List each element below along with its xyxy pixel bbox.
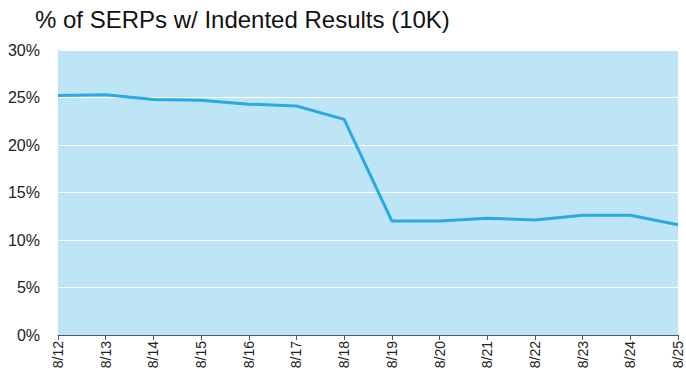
svg-text:8/18: 8/18 — [336, 341, 352, 368]
svg-text:25%: 25% — [8, 89, 40, 106]
svg-text:% of SERPs w/ Indented Results: % of SERPs w/ Indented Results (10K) — [35, 6, 450, 33]
svg-text:8/17: 8/17 — [288, 341, 304, 368]
svg-text:30%: 30% — [8, 42, 40, 59]
svg-text:8/23: 8/23 — [575, 341, 591, 368]
svg-text:8/19: 8/19 — [384, 341, 400, 368]
svg-text:8/25: 8/25 — [670, 341, 686, 368]
svg-text:15%: 15% — [8, 184, 40, 201]
svg-text:8/21: 8/21 — [479, 341, 495, 368]
svg-text:5%: 5% — [17, 279, 40, 296]
svg-text:8/12: 8/12 — [50, 341, 66, 368]
svg-text:8/22: 8/22 — [527, 341, 543, 368]
svg-text:8/16: 8/16 — [241, 341, 257, 368]
svg-text:10%: 10% — [8, 232, 40, 249]
svg-text:8/14: 8/14 — [145, 341, 161, 368]
svg-text:0%: 0% — [17, 327, 40, 344]
svg-text:8/15: 8/15 — [193, 341, 209, 368]
svg-text:8/13: 8/13 — [98, 341, 114, 368]
svg-text:8/20: 8/20 — [432, 341, 448, 368]
svg-text:20%: 20% — [8, 137, 40, 154]
svg-text:8/24: 8/24 — [622, 341, 638, 368]
